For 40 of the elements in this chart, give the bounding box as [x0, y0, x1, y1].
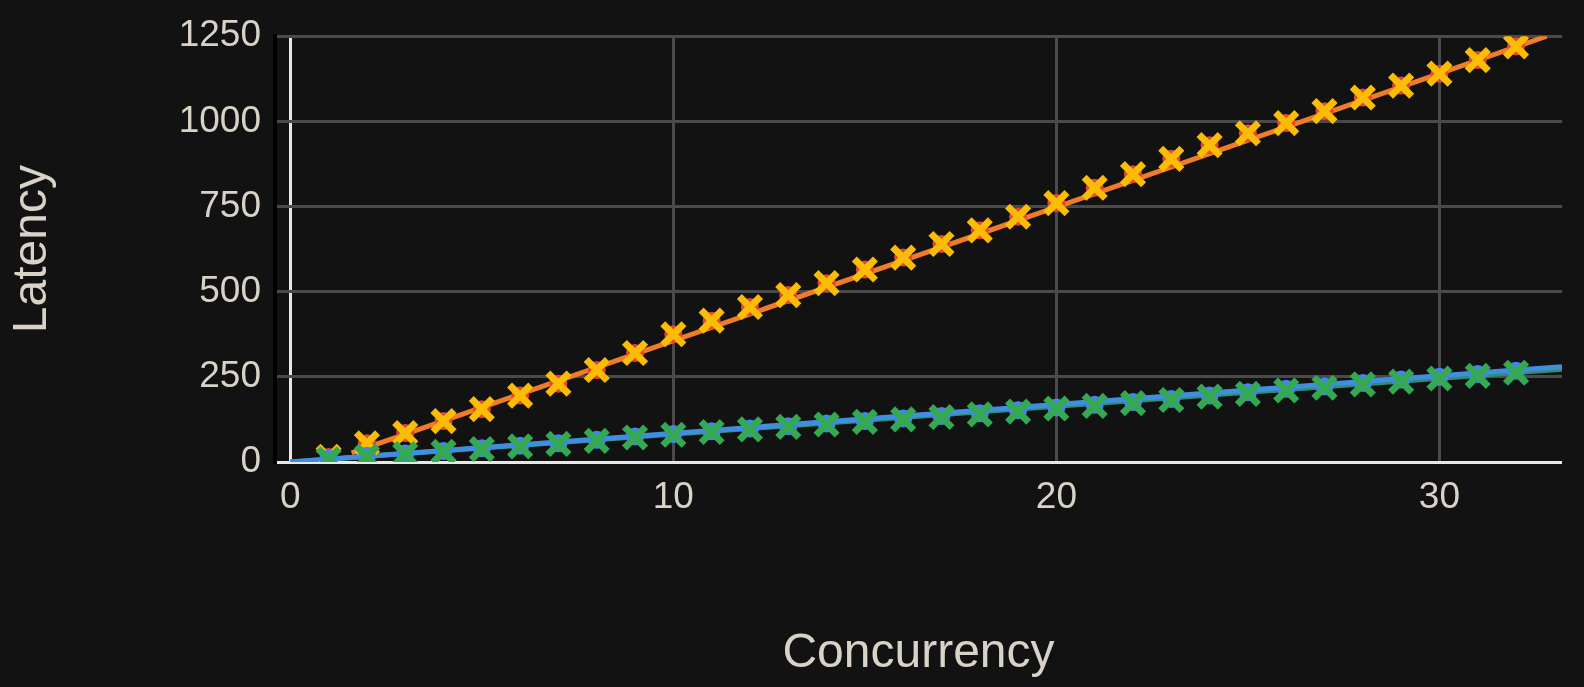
point — [697, 417, 726, 447]
point — [1118, 388, 1148, 418]
x-tick-label: 10 — [652, 475, 694, 517]
point — [927, 402, 956, 432]
y-tick-label: 1250 — [178, 13, 261, 55]
y-tick-label: 500 — [199, 268, 261, 310]
point — [1387, 367, 1416, 396]
x-tick-label: 0 — [280, 475, 301, 517]
point — [812, 410, 841, 439]
point — [1233, 379, 1263, 408]
y-tick-label: 250 — [199, 354, 261, 396]
y-tick-label: 750 — [199, 183, 261, 225]
point — [1080, 391, 1109, 420]
point — [544, 429, 573, 459]
point — [1501, 358, 1531, 387]
point — [620, 423, 650, 452]
y-tick-label: 1000 — [178, 98, 261, 140]
point — [467, 434, 496, 462]
point — [1463, 361, 1492, 390]
point — [582, 426, 611, 455]
point — [735, 415, 765, 444]
point — [1310, 373, 1339, 402]
point — [1195, 382, 1224, 411]
point — [850, 407, 879, 436]
point — [506, 432, 535, 461]
y-tick-label: 0 — [240, 439, 261, 481]
point — [1157, 385, 1186, 415]
point — [1042, 394, 1071, 423]
point — [889, 405, 918, 434]
point — [965, 400, 994, 429]
point — [1348, 370, 1377, 399]
point — [659, 420, 688, 449]
point — [1425, 364, 1454, 393]
x-tick-label: 30 — [1418, 475, 1461, 517]
x-axis-title: Concurrency — [782, 624, 1055, 678]
point — [1272, 376, 1301, 405]
y-axis-title: Latency — [3, 165, 57, 334]
point — [1003, 397, 1033, 426]
point — [774, 412, 803, 442]
x-tick-label: 20 — [1035, 475, 1077, 517]
